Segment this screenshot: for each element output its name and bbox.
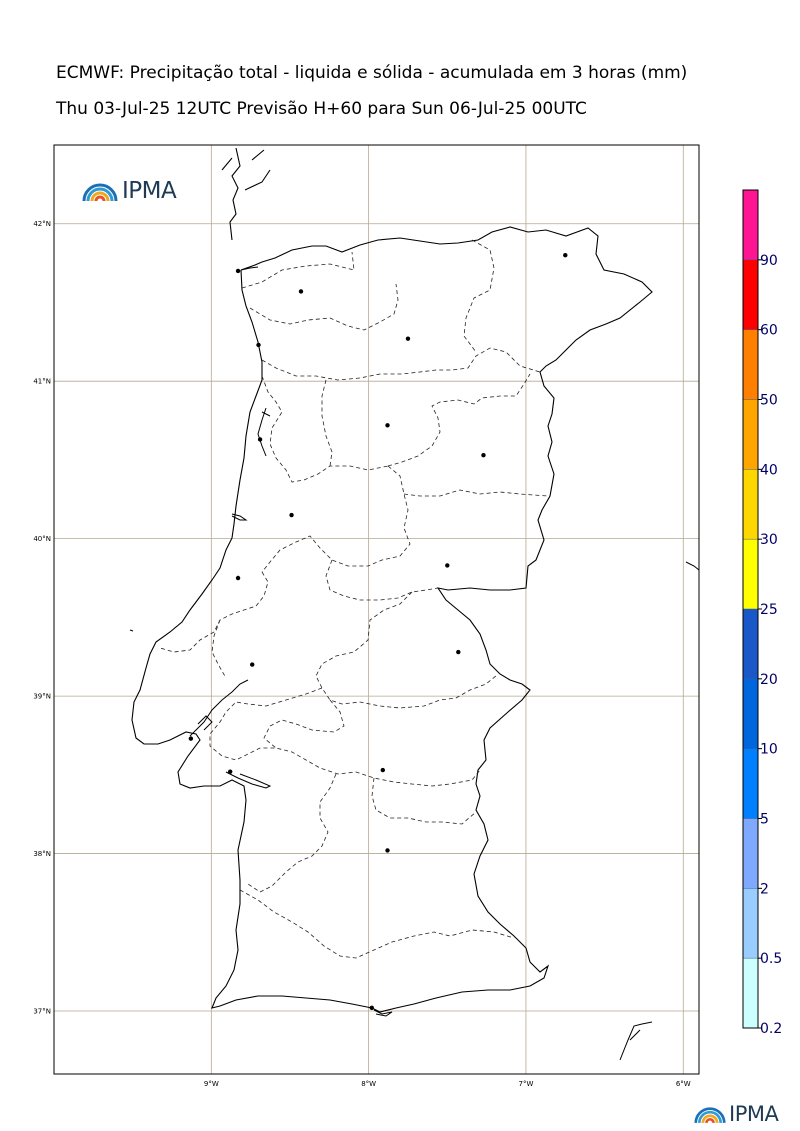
- lon-tick-label: 6°W: [676, 1080, 691, 1088]
- colorbar-label: 40: [760, 462, 778, 478]
- colorbar-segment: [743, 190, 758, 260]
- city-marker: [298, 289, 304, 294]
- ria-formosa: [373, 1009, 393, 1017]
- colorbar-segment: [743, 818, 758, 889]
- map-subtitle: Thu 03-Jul-25 12UTC Previsão H+60 para S…: [56, 99, 587, 119]
- colorbar-segment: [743, 259, 758, 330]
- city-marker: [235, 268, 241, 274]
- colorbar-segment: [743, 329, 758, 400]
- city-marker: [256, 342, 261, 348]
- ipma-logo: IPMA: [82, 178, 177, 204]
- colorbar-label: 50: [760, 393, 778, 409]
- ipma-footer-logo-icon: [694, 1107, 726, 1124]
- aveiro-lagoon: [257, 407, 271, 457]
- colorbar-label: 60: [760, 323, 778, 339]
- city-markers: [188, 253, 568, 1011]
- ipma-logo-icon: [82, 183, 118, 202]
- colorbar-label: 2: [760, 881, 769, 897]
- lon-tick-label: 8°W: [361, 1080, 376, 1088]
- sado-estuary: [225, 771, 272, 789]
- colorbar-label: 10: [760, 742, 778, 758]
- colorbar-segment: [743, 539, 758, 609]
- colorbar-label: 0.2: [760, 1021, 782, 1037]
- lat-tick-label: 38°N: [33, 850, 51, 858]
- city-marker: [563, 253, 568, 258]
- islet: [129, 629, 134, 632]
- city-marker: [380, 767, 385, 773]
- colorbar-label: 25: [760, 602, 778, 618]
- lat-tick-label: 40°N: [33, 535, 51, 543]
- city-marker: [481, 452, 486, 458]
- map-title: ECMWF: Precipitação total - liquida e só…: [56, 63, 688, 83]
- lat-tick-label: 39°N: [33, 693, 51, 701]
- spain-features: [619, 561, 699, 1061]
- lat-tick-label: 41°N: [33, 378, 51, 386]
- colorbar-segment: [743, 888, 758, 959]
- ipma-footer-logo-text: IPMA: [729, 1102, 779, 1126]
- colorbar-label: 0.5: [760, 951, 782, 967]
- colorbar-segment: [743, 748, 758, 819]
- district-boundaries: [159, 239, 549, 959]
- lat-tick-label: 37°N: [33, 1008, 51, 1016]
- lat-tick-label: 42°N: [33, 220, 51, 228]
- city-marker: [188, 736, 194, 741]
- axis-labels: 9°W 8°W 7°W 6°W 42°N 41°N 40°N 39°N 38°N 37°N: [33, 220, 690, 1088]
- ipma-logo-text: IPMA: [122, 178, 177, 204]
- minho-river: [240, 266, 259, 271]
- city-marker: [289, 512, 294, 518]
- colorbar-segment: [743, 678, 758, 749]
- galicia-coast: [221, 147, 271, 241]
- colorbar-segment: [743, 958, 758, 1028]
- colorbar-segment: [743, 399, 758, 470]
- city-marker: [235, 575, 241, 581]
- city-marker: [445, 563, 450, 568]
- map-frame: [53, 144, 700, 1075]
- city-marker: [456, 649, 461, 655]
- map-background: [54, 145, 699, 1074]
- city-marker: [250, 662, 255, 667]
- city-marker: [405, 336, 411, 341]
- city-marker: [257, 437, 263, 442]
- colorbar-label: 90: [760, 253, 778, 269]
- mondego-mouth: [231, 513, 248, 521]
- city-marker: [385, 423, 390, 428]
- lon-tick-label: 7°W: [519, 1080, 534, 1088]
- colorbar-label: 20: [760, 672, 778, 688]
- colorbar-label: 30: [760, 532, 778, 548]
- portugal-outline: [131, 226, 653, 1013]
- colorbar-segment: [743, 469, 758, 540]
- colorbar-segment: [743, 609, 758, 679]
- ipma-footer-logo: IPMA: [694, 1102, 779, 1126]
- city-marker: [369, 1005, 374, 1011]
- city-marker: [227, 769, 233, 774]
- tagus-estuary: [189, 679, 249, 737]
- lon-tick-label: 9°W: [204, 1080, 219, 1088]
- city-marker: [385, 848, 390, 853]
- colorbar-label: 5: [760, 812, 769, 828]
